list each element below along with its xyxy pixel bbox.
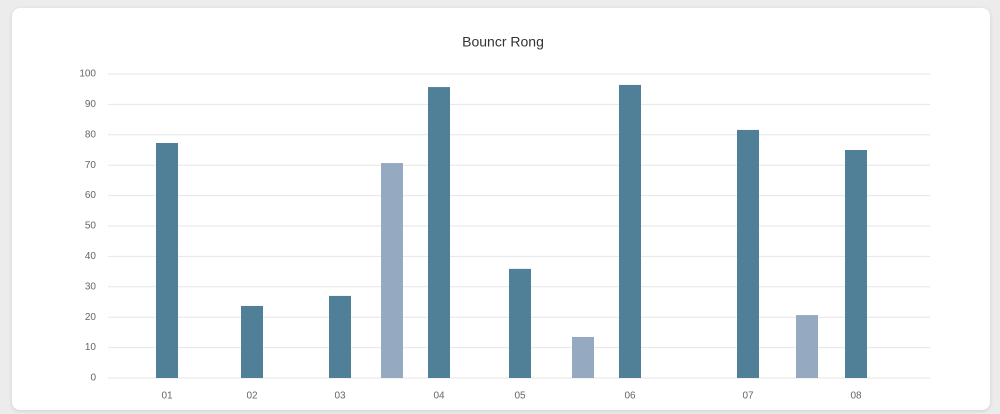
x-tick-label: 07 (742, 391, 754, 402)
y-tick-label: 70 (85, 160, 97, 171)
y-tick-label: 80 (85, 129, 97, 140)
bar (241, 305, 263, 378)
bar (619, 84, 641, 378)
y-tick-label: 40 (85, 251, 97, 262)
y-tick-label: 60 (85, 190, 97, 201)
bar (509, 268, 531, 378)
bar (845, 150, 867, 378)
x-tick-label: 02 (246, 391, 258, 402)
x-tick-label: 01 (161, 391, 173, 402)
bar (329, 295, 351, 378)
y-tick-label: 90 (85, 99, 97, 110)
y-tick-label: 10 (85, 342, 97, 353)
bar (156, 143, 178, 378)
x-tick-label: 08 (850, 391, 862, 402)
bar (796, 315, 818, 378)
y-tick-label: 30 (85, 281, 97, 292)
y-tick-label: 20 (85, 312, 97, 323)
bar (381, 163, 403, 378)
chart-title: Bouncr Rong (462, 34, 544, 50)
bar (737, 129, 759, 378)
y-tick-label: 50 (85, 221, 97, 232)
x-tick-label: 05 (514, 391, 526, 402)
x-tick-label: 03 (334, 391, 346, 402)
bar (428, 87, 450, 379)
y-tick-label: 100 (79, 69, 96, 80)
y-tick-label: 0 (90, 373, 96, 384)
x-tick-label: 04 (433, 391, 445, 402)
bar (572, 336, 594, 378)
x-tick-label: 06 (624, 391, 636, 402)
